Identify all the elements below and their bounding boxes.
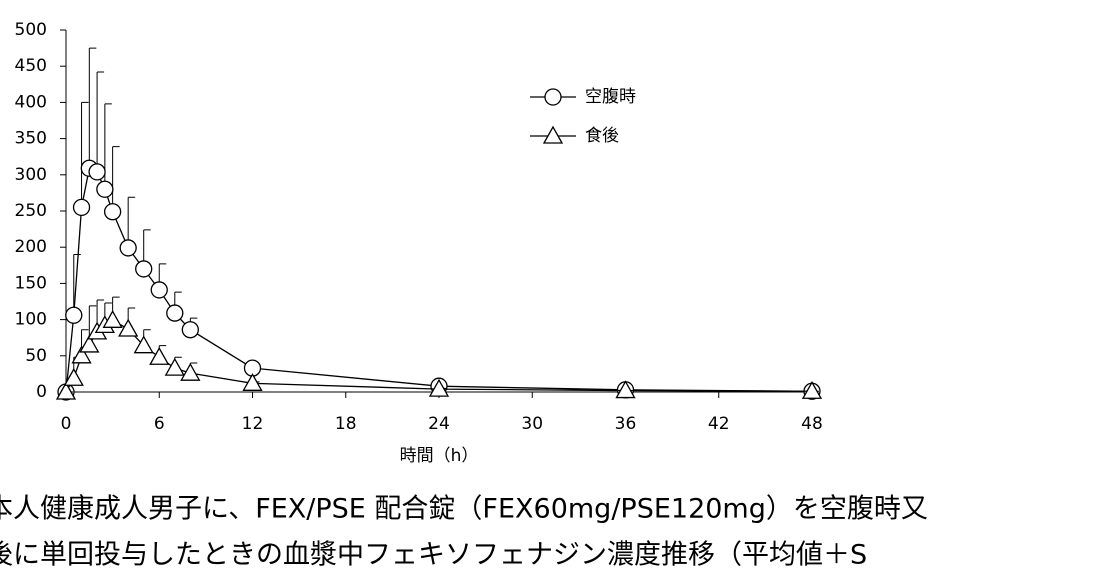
- x-tick-label: 24: [428, 414, 450, 434]
- y-tick-label: 450: [15, 56, 47, 76]
- error-bar: [112, 146, 120, 212]
- y-tick-label: 150: [15, 273, 47, 293]
- y-tick-label: 200: [15, 237, 47, 257]
- data-point: [150, 281, 168, 299]
- error-bar: [88, 47, 97, 169]
- legend-marker: [544, 88, 562, 106]
- data-point: [801, 380, 823, 399]
- data-point: [79, 334, 100, 353]
- y-tick-label: 300: [15, 165, 47, 185]
- x-tick-label: 0: [61, 414, 72, 434]
- data-point: [133, 335, 154, 354]
- y-tick-label: 400: [15, 92, 47, 112]
- y-tick-label: 100: [15, 310, 47, 330]
- y-tick-label: 250: [15, 201, 47, 221]
- data-point: [118, 318, 139, 337]
- x-tick-label: 18: [335, 414, 357, 434]
- x-tick-label: 36: [615, 414, 637, 434]
- error-bar: [96, 71, 105, 172]
- data-point: [166, 304, 184, 322]
- data-point: [103, 203, 122, 221]
- data-point: [72, 198, 91, 217]
- data-point: [88, 163, 106, 181]
- caption-line: 本人健康成人男子に、FEX/PSE 配合錠（FEX60mg/PSE120mg）を…: [0, 494, 928, 525]
- caption-line: 後に単回投与したときの血漿中フェキソフェナジン濃度推移（平均値＋S: [0, 540, 867, 571]
- x-tick-label: 42: [708, 414, 730, 434]
- data-point: [55, 381, 77, 400]
- data-point: [63, 367, 84, 386]
- y-tick-label: 350: [15, 129, 47, 149]
- error-bar: [104, 103, 112, 190]
- x-tick-label: 12: [242, 414, 264, 434]
- legend-label: 空腹時: [585, 87, 636, 107]
- error-bar: [81, 101, 89, 208]
- legend-marker: [542, 125, 564, 144]
- data-point: [96, 180, 114, 198]
- data-point: [164, 357, 185, 376]
- data-point: [119, 239, 137, 257]
- series-line: [65, 167, 813, 393]
- data-point: [71, 345, 92, 364]
- data-point: [428, 378, 450, 397]
- data-point: [615, 380, 636, 399]
- x-tick-label: 48: [801, 414, 823, 434]
- data-point: [65, 306, 83, 324]
- x-tick-label: 30: [521, 414, 543, 434]
- data-point: [149, 346, 170, 365]
- x-axis-label: 時間（h）: [400, 446, 479, 466]
- data-point: [181, 321, 199, 339]
- y-tick-label: 500: [15, 20, 47, 40]
- error-bar: [73, 253, 81, 316]
- y-tick-label: 0: [36, 382, 47, 402]
- data-point: [135, 260, 153, 278]
- data-point: [102, 309, 123, 328]
- data-point: [180, 362, 201, 381]
- y-tick-label: 50: [25, 346, 47, 366]
- data-point: [242, 372, 263, 391]
- x-tick-label: 6: [154, 414, 165, 434]
- legend-label: 食後: [585, 126, 619, 146]
